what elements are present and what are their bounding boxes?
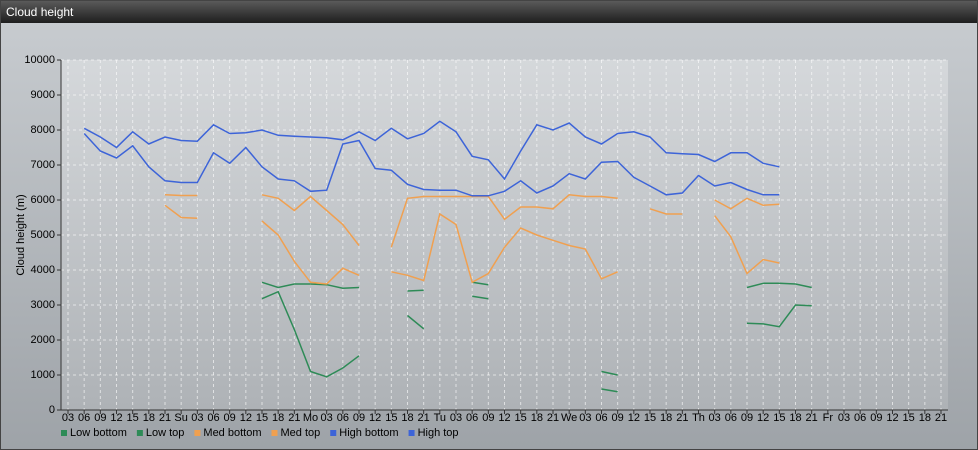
- x-tick-label: 09: [741, 412, 753, 424]
- x-tick-label: 09: [353, 412, 365, 424]
- x-tick-label: 09: [224, 412, 236, 424]
- x-tick-label: 03: [62, 412, 74, 424]
- x-tick-label: 09: [870, 412, 882, 424]
- x-tick-label: 15: [385, 412, 397, 424]
- x-tick-label: 21: [935, 412, 947, 424]
- y-tick-label: 9000: [31, 89, 55, 101]
- y-axis-title: Cloud height (m): [15, 194, 27, 275]
- x-tick-label: 15: [644, 412, 656, 424]
- x-tick-label: 03: [321, 412, 333, 424]
- y-tick-label: 8000: [31, 124, 55, 136]
- legend-label: High top: [418, 427, 459, 439]
- legend-label: Med bottom: [203, 427, 261, 439]
- series-line: [261, 290, 812, 393]
- x-tick-label: 21: [676, 412, 688, 424]
- x-tick-label: 12: [110, 412, 122, 424]
- y-tick-label: 3000: [31, 299, 55, 311]
- y-tick-label: 0: [49, 404, 55, 416]
- x-tick-label: 06: [78, 412, 90, 424]
- x-tick-label: 21: [159, 412, 171, 424]
- x-tick-label: Mo: [303, 412, 318, 424]
- legend-swatch: [194, 430, 201, 436]
- x-tick-label: 12: [240, 412, 252, 424]
- x-tick-label: 15: [773, 412, 785, 424]
- x-tick-label: 12: [369, 412, 381, 424]
- x-tick-label: Fr: [823, 412, 834, 424]
- x-tick-label: Su: [174, 412, 187, 424]
- series-line: [164, 194, 780, 248]
- x-tick-label: 06: [466, 412, 478, 424]
- x-tick-label: 21: [547, 412, 559, 424]
- x-tick-label: 18: [143, 412, 155, 424]
- legend-label: Med top: [281, 427, 321, 439]
- legend-swatch: [271, 430, 278, 436]
- x-tick-label: Tu: [434, 412, 446, 424]
- series-line: [164, 204, 780, 285]
- y-tick-label: 6000: [31, 194, 55, 206]
- x-tick-label: 18: [531, 412, 543, 424]
- y-tick-label: 7000: [31, 159, 55, 171]
- x-tick-label: We: [561, 412, 577, 424]
- y-tick-label: 4000: [31, 264, 55, 276]
- x-tick-label: 15: [515, 412, 527, 424]
- x-tick-label: 06: [854, 412, 866, 424]
- x-tick-label: 21: [806, 412, 818, 424]
- x-tick-label: 03: [191, 412, 203, 424]
- x-tick-label: 09: [482, 412, 494, 424]
- legend-swatch: [330, 430, 337, 436]
- legend-swatch: [61, 430, 67, 436]
- x-tick-label: 12: [886, 412, 898, 424]
- x-tick-label: 06: [207, 412, 219, 424]
- x-tick-label: 03: [579, 412, 591, 424]
- legend-swatch: [136, 430, 143, 436]
- series-line: [83, 120, 780, 181]
- x-tick-label: 03: [709, 412, 721, 424]
- legend-label: High bottom: [339, 427, 398, 439]
- y-tick-label: 2000: [31, 334, 55, 346]
- y-tick-label: 1000: [31, 369, 55, 381]
- window-title: Cloud height: [1, 1, 977, 23]
- x-tick-label: 18: [660, 412, 672, 424]
- y-tick-label: 5000: [31, 229, 55, 241]
- x-tick-label: 09: [612, 412, 624, 424]
- x-tick-label: 09: [94, 412, 106, 424]
- x-tick-label: 18: [789, 412, 801, 424]
- legend-swatch: [408, 430, 415, 436]
- y-tick-label: 10000: [24, 54, 55, 66]
- x-tick-label: 06: [337, 412, 349, 424]
- x-tick-label: 15: [903, 412, 915, 424]
- x-tick-label: Th: [692, 412, 705, 424]
- x-tick-label: 12: [498, 412, 510, 424]
- x-tick-label: 18: [919, 412, 931, 424]
- legend-label: Low bottom: [70, 427, 127, 439]
- x-tick-label: 15: [256, 412, 268, 424]
- x-tick-label: 21: [288, 412, 300, 424]
- x-tick-label: 06: [595, 412, 607, 424]
- x-tick-label: 12: [628, 412, 640, 424]
- x-tick-label: 06: [725, 412, 737, 424]
- x-tick-label: 12: [757, 412, 769, 424]
- x-tick-label: 03: [838, 412, 850, 424]
- legend-label: Low top: [146, 427, 185, 439]
- x-tick-label: 21: [418, 412, 430, 424]
- x-tick-label: 15: [127, 412, 139, 424]
- x-tick-label: 18: [272, 412, 284, 424]
- series-line: [83, 132, 780, 197]
- x-tick-label: 18: [401, 412, 413, 424]
- x-tick-label: 03: [450, 412, 462, 424]
- series-line: [261, 281, 812, 376]
